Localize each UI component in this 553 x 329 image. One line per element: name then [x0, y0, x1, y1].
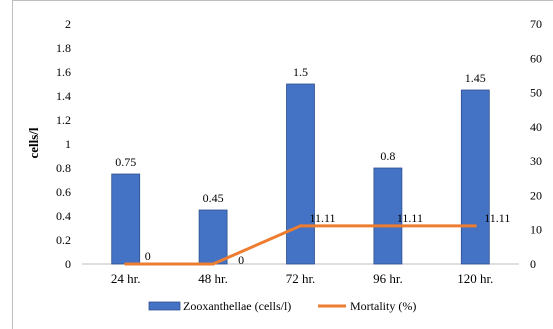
y2-tick-label: 40 — [530, 120, 542, 134]
y-tick-label: 1.6 — [56, 65, 71, 79]
line-point — [386, 224, 390, 228]
data-labels: 0.75 0.45 1.5 0.8 1.45 0 0 11.11 11.11 11.11 — [115, 65, 510, 267]
y-tick-label: 0.2 — [56, 233, 71, 247]
y-tick-label: 1.2 — [56, 113, 71, 127]
y2-tick-label: 0 — [530, 257, 536, 271]
x-tick-label: 96 hr. — [373, 271, 403, 286]
legend: Zooxanthellae (cells/l) Mortality (%) — [148, 299, 416, 313]
bar-series — [111, 83, 490, 265]
y-tick-label: 1 — [65, 137, 71, 151]
line-point — [473, 224, 477, 228]
y-tick-label: 0 — [65, 257, 71, 271]
y-tick-label: 1.4 — [56, 89, 71, 103]
y2-tick-label: 50 — [530, 86, 542, 100]
y2-tick-label: 30 — [530, 154, 542, 168]
bar — [460, 89, 490, 265]
bar-data-label: 0.8 — [380, 149, 395, 163]
frame-left-border — [12, 0, 13, 329]
y-tick-label: 2 — [65, 17, 71, 31]
bar — [198, 209, 228, 265]
axes: 00.20.40.60.811.21.41.61.820102030405060… — [26, 17, 542, 286]
line-data-label: 0 — [238, 253, 244, 267]
bar — [111, 173, 141, 265]
line-point — [124, 262, 128, 266]
line-data-label: 11.11 — [397, 211, 423, 225]
line-point — [299, 224, 302, 228]
y2-tick-label: 10 — [530, 223, 542, 237]
y-tick-label: 0.6 — [56, 185, 71, 199]
bar-data-label: 0.45 — [203, 191, 224, 205]
x-tick-label: 24 hr. — [111, 271, 141, 286]
bar-data-label: 1.45 — [465, 71, 486, 85]
line-data-label: 0 — [145, 249, 151, 263]
y-tick-label: 1.8 — [56, 41, 71, 55]
bar — [373, 167, 403, 265]
legend-label-line: Mortality (%) — [350, 299, 416, 313]
line-data-label: 11.11 — [484, 211, 510, 225]
bar-data-label: 1.5 — [293, 65, 308, 79]
x-tick-label: 72 hr. — [286, 271, 316, 286]
x-tick-label: 48 hr. — [198, 271, 228, 286]
y2-tick-label: 20 — [530, 188, 542, 202]
y2-tick-label: 60 — [530, 51, 542, 65]
line-data-label: 11.11 — [309, 211, 335, 225]
x-tick-label: 120 hr. — [457, 271, 493, 286]
y-tick-label: 0.4 — [56, 209, 71, 223]
y2-tick-label: 70 — [530, 17, 542, 31]
y-tick-label: 0.8 — [56, 161, 71, 175]
line-point — [211, 262, 215, 266]
legend-label-bars: Zooxanthellae (cells/l) — [183, 299, 291, 313]
legend-swatch-bars — [148, 301, 181, 311]
line-series — [124, 224, 477, 266]
bar — [286, 83, 315, 265]
frame-top-border — [12, 0, 553, 1]
bar-data-label: 0.75 — [115, 155, 136, 169]
y-axis-title: cells/l — [26, 127, 41, 158]
